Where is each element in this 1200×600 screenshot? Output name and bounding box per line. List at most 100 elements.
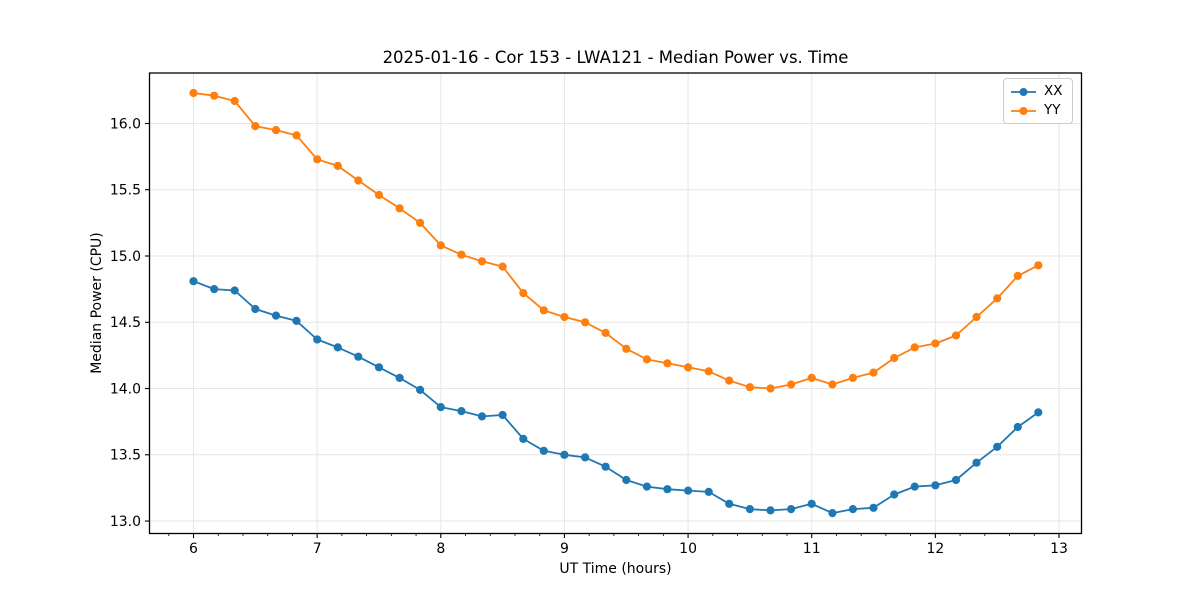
yy-data-point bbox=[457, 250, 466, 259]
yy-data-point bbox=[684, 363, 693, 372]
xx-data-point bbox=[313, 335, 322, 344]
legend-label-yy: YY bbox=[1044, 102, 1061, 118]
y-tick-label: 13.0 bbox=[110, 514, 141, 530]
xx-legend-line-marker-icon bbox=[1011, 87, 1036, 96]
yy-data-point bbox=[416, 218, 425, 227]
chart-title: 2025-01-16 - Cor 153 - LWA121 - Median P… bbox=[382, 48, 849, 67]
yy-data-point bbox=[848, 373, 858, 382]
xx-data-point bbox=[477, 412, 487, 421]
yy-data-point bbox=[436, 241, 445, 250]
xx-data-point bbox=[1034, 408, 1043, 417]
yy-data-point bbox=[601, 328, 610, 337]
xx-data-point bbox=[519, 434, 528, 443]
xx-data-point bbox=[890, 490, 899, 499]
xx-data-point bbox=[539, 446, 548, 455]
xx-data-point bbox=[1013, 422, 1022, 432]
yy-legend-line-marker-icon bbox=[1011, 106, 1036, 115]
yy-data-point bbox=[725, 376, 734, 385]
xx-data-point bbox=[622, 475, 631, 485]
yy-data-point bbox=[354, 176, 363, 185]
xx-data-point bbox=[828, 508, 837, 518]
xx-data-point bbox=[581, 453, 590, 462]
xx-data-point bbox=[498, 410, 507, 420]
xx-data-point bbox=[271, 311, 281, 320]
y-tick-label: 15.0 bbox=[110, 249, 141, 265]
yy-data-point bbox=[1013, 271, 1022, 280]
x-tick-label: 7 bbox=[313, 541, 322, 557]
legend-item-xx: XX bbox=[1010, 82, 1065, 101]
y-tick-label: 14.5 bbox=[110, 315, 141, 331]
yy-data-point bbox=[210, 91, 219, 100]
xx-data-point bbox=[663, 485, 672, 494]
xx-data-point bbox=[745, 505, 755, 514]
xx-data-point bbox=[787, 505, 796, 514]
xx-data-point bbox=[807, 499, 816, 508]
yy-data-point bbox=[766, 384, 775, 393]
legend-label-xx: XX bbox=[1044, 83, 1063, 99]
xx-data-point bbox=[869, 503, 878, 512]
yy-data-point bbox=[704, 367, 713, 376]
yy-data-point bbox=[1034, 261, 1043, 270]
xx-data-point bbox=[457, 407, 466, 416]
yy-data-point bbox=[745, 383, 755, 392]
x-tick-label: 6 bbox=[189, 541, 198, 557]
xx-data-point bbox=[374, 363, 384, 372]
xx-data-point bbox=[931, 481, 940, 490]
xx-data-point bbox=[951, 475, 961, 485]
xx-data-point bbox=[210, 285, 219, 294]
yy-data-point bbox=[251, 122, 260, 131]
x-tick-label: 8 bbox=[436, 541, 445, 557]
yy-data-point bbox=[271, 126, 281, 135]
yy-data-point bbox=[189, 88, 198, 98]
x-tick-label: 10 bbox=[679, 541, 697, 557]
xx-data-point bbox=[601, 462, 610, 471]
yy-data-point bbox=[292, 131, 301, 140]
yy-data-point bbox=[869, 368, 878, 377]
yy-data-point bbox=[993, 294, 1002, 303]
xx-data-point bbox=[189, 277, 198, 286]
x-tick-label: 9 bbox=[560, 541, 569, 557]
yy-series-line bbox=[193, 92, 1039, 390]
yy-data-point bbox=[519, 289, 528, 298]
yy-data-point bbox=[333, 161, 342, 170]
xx-data-point bbox=[230, 286, 239, 295]
y-tick-label: 14.0 bbox=[110, 381, 141, 397]
x-tick-label: 11 bbox=[803, 541, 821, 557]
yy-data-point bbox=[663, 359, 672, 368]
yy-data-point bbox=[910, 343, 919, 352]
yy-data-point bbox=[828, 380, 837, 389]
x-axis-label: UT Time (hours) bbox=[559, 561, 672, 577]
xx-data-point bbox=[704, 487, 713, 496]
yy-data-point bbox=[539, 306, 548, 315]
yy-data-point bbox=[581, 318, 590, 327]
xx-data-point bbox=[910, 482, 919, 491]
xx-data-point bbox=[436, 403, 445, 412]
y-axis-label-text: Median Power (CPU) bbox=[89, 232, 105, 374]
yy-data-point bbox=[807, 373, 816, 382]
yy-data-point bbox=[313, 155, 322, 164]
yy-data-point bbox=[560, 312, 569, 322]
legend-item-yy: YY bbox=[1010, 101, 1065, 120]
xx-data-point bbox=[354, 352, 363, 361]
yy-data-point bbox=[230, 96, 239, 106]
xx-data-point bbox=[972, 458, 981, 467]
x-tick-label: 12 bbox=[926, 541, 944, 557]
y-tick-label: 16.0 bbox=[110, 116, 141, 132]
xx-data-point bbox=[560, 450, 569, 459]
xx-data-point bbox=[725, 499, 734, 508]
legend: XX YY bbox=[1003, 78, 1073, 124]
xx-data-point bbox=[416, 385, 425, 394]
yy-data-point bbox=[642, 355, 652, 364]
xx-series-line bbox=[193, 280, 1039, 514]
yy-data-point bbox=[622, 344, 631, 353]
xx-data-point bbox=[251, 304, 260, 314]
yy-data-point bbox=[972, 312, 981, 322]
xx-data-point bbox=[848, 505, 858, 514]
yy-data-point bbox=[931, 339, 940, 348]
y-tick-label: 13.5 bbox=[110, 448, 141, 464]
axes-spines bbox=[148, 72, 1083, 535]
xx-data-point bbox=[766, 506, 775, 515]
yy-data-point bbox=[890, 353, 899, 363]
xx-data-point bbox=[684, 486, 693, 495]
